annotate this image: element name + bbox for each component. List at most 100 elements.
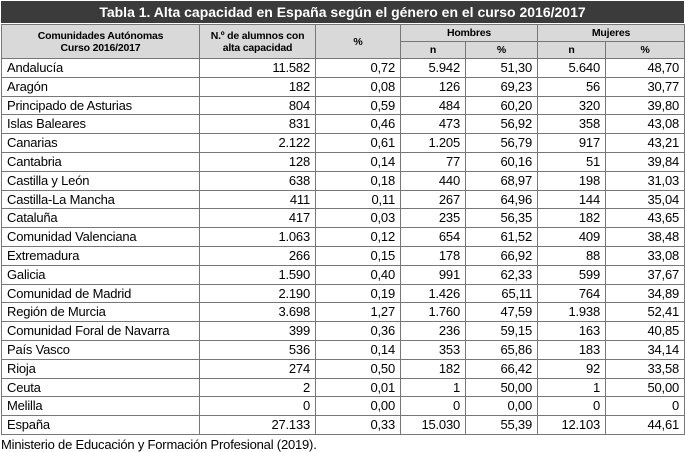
table-cell: 55,39 [465,415,538,435]
table-row: Castilla y León 638 0,18 440 68,97 198 31,03 [1,170,685,191]
table-cell: 0 [604,396,685,417]
table-cell: 2.122 [199,133,316,153]
table-cell: 274 [199,358,316,379]
table-cell: 56,35 [465,208,538,229]
table-cell: Principado de Asturias [1,95,200,116]
table-cell: 5.942 [400,58,466,78]
table-row: Galicia 1.590 0,40 991 62,33 599 37,67 [1,264,685,285]
table-cell: Aragón [1,76,200,97]
table-cell: 0 [199,396,316,417]
table-cell: 50,00 [604,377,685,398]
table-row: País Vasco 536 0,14 353 65,86 183 34,14 [1,339,685,360]
table-cell: 0,03 [315,208,401,229]
table-cell: 266 [199,245,316,266]
table-cell: 56 [537,76,606,97]
source-note: Ministerio de Educación y Formación Prof… [1,436,317,452]
table-row: Canarias 2.122 0,61 1.205 56,79 917 43,21 [1,133,685,153]
table-cell: 163 [537,321,606,341]
table-cell: 182 [400,358,466,379]
table-cell: 43,65 [604,208,685,229]
table-cell: 182 [199,76,316,97]
table-cell: 39,84 [604,151,685,172]
table-cell: 33,08 [604,245,685,266]
table-cell: 1.063 [199,227,316,247]
table-cell: 0,00 [315,396,401,417]
table-cell: 69,23 [465,76,538,97]
table-cell: 182 [537,208,606,229]
table-cell: 1 [400,377,466,398]
table-cell: 144 [537,189,606,210]
table-cell: Comunidad de Madrid [1,283,200,304]
table-cell: 52,41 [604,302,685,323]
table-title: Tabla 1. Alta capacidad en España según … [1,1,684,23]
table-body: Andalucía 11.582 0,72 5.942 51,30 5.640 48,70 A… [1,58,685,435]
table-row: Comunidad Foral de Navarra 399 0,36 236 59,1… [1,321,685,341]
table-cell: 43,08 [604,114,685,135]
table-cell: 33,58 [604,358,685,379]
table-cell: 61,52 [465,227,538,247]
table-cell: 0,72 [315,58,401,78]
table-cell: Región de Murcia [1,302,200,323]
table-cell: Galicia [1,264,200,285]
table-cell: 0,46 [315,114,401,135]
table-cell: 831 [199,114,316,135]
table-row: Principado de Asturias 804 0,59 484 60,20 320… [1,95,685,116]
table-cell: 40,85 [604,321,685,341]
table-cell: 92 [537,358,606,379]
table-cell: 56,92 [465,114,538,135]
table-cell: 68,97 [465,170,538,191]
table-row: Aragón 182 0,08 126 69,23 56 30,77 [1,76,685,97]
table-cell: 0,01 [315,377,401,398]
table-cell: 66,92 [465,245,538,266]
table-cell: 62,33 [465,264,538,285]
table-cell: 1,27 [315,302,401,323]
table-cell: Castilla y León [1,170,200,191]
table-cell: 30,77 [604,76,685,97]
table-cell: 0 [400,396,466,417]
table-cell: 654 [400,227,466,247]
header-cell: n [537,41,606,59]
table-cell: 88 [537,245,606,266]
table-cell: 0,36 [315,321,401,341]
table-cell: 2 [199,377,316,398]
table-cell: 50,00 [465,377,538,398]
table-cell: España [1,415,200,435]
table-cell: 0 [537,396,606,417]
table-cell: 235 [400,208,466,229]
table-cell: 1.205 [400,133,466,153]
table-cell: 31,03 [604,170,685,191]
table-cell: 15.030 [400,415,466,435]
table-cell: Comunidad Foral de Navarra [1,321,200,341]
table-cell: 178 [400,245,466,266]
table-cell: 64,96 [465,189,538,210]
table-row: Región de Murcia 3.698 1,27 1.760 47,59 1.938… [1,302,685,323]
table-cell: Castilla-La Mancha [1,189,200,210]
table-cell: 353 [400,339,466,360]
table-cell: 417 [199,208,316,229]
table-cell: 764 [537,283,606,304]
table-cell: 47,59 [465,302,538,323]
table-cell: 0,11 [315,189,401,210]
table-row: Rioja 274 0,50 182 66,42 92 33,58 [1,358,685,379]
table-cell: Ceuta [1,377,200,398]
header-line: Comunidades Autónomas [37,29,164,42]
header-cell: % [465,41,538,59]
table-row: Comunidad Valenciana 1.063 0,12 654 61,52 409… [1,227,685,247]
table-cell: 409 [537,227,606,247]
table-cell: 60,20 [465,95,538,116]
table-cell: 0,12 [315,227,401,247]
table-cell: 43,21 [604,133,685,153]
table-cell: 473 [400,114,466,135]
table-cell: 65,11 [465,283,538,304]
table-cell: 65,86 [465,339,538,360]
table-cell: 1.938 [537,302,606,323]
table-cell: 484 [400,95,466,116]
table-cell: Rioja [1,358,200,379]
table-row: Extremadura 266 0,15 178 66,92 88 33,08 [1,245,685,266]
table-cell: 0,00 [465,396,538,417]
header-cell: % [604,41,685,59]
table-cell: 638 [199,170,316,191]
table-cell: 991 [400,264,466,285]
table-cell: 3.698 [199,302,316,323]
